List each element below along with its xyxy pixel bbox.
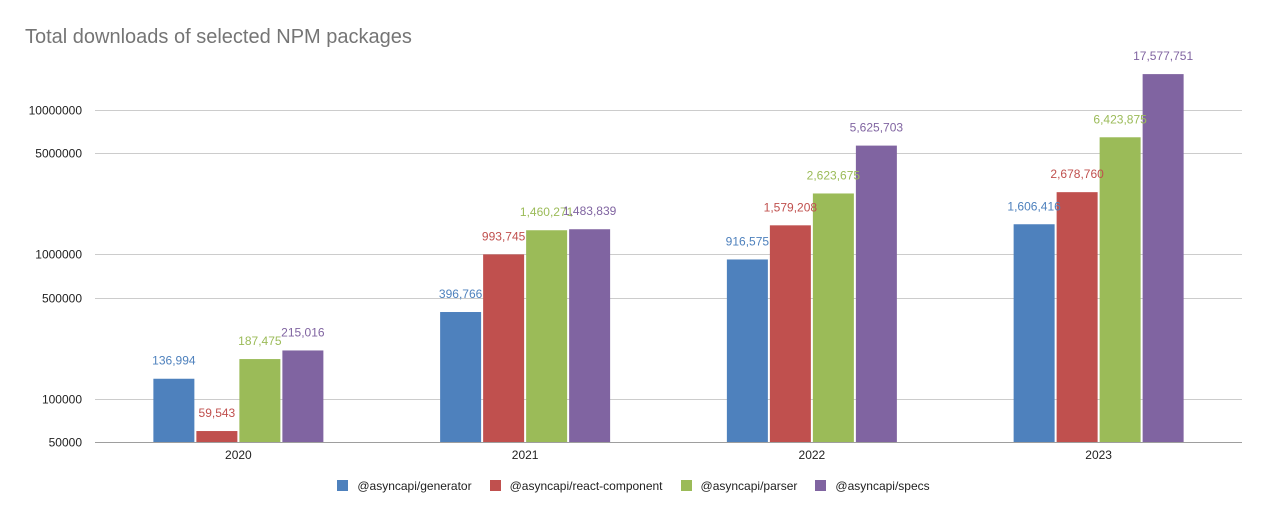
legend-item: @asyncapi/specs bbox=[815, 478, 930, 493]
y-tick-label: 10000000 bbox=[29, 104, 83, 118]
data-label: 5,625,703 bbox=[850, 121, 904, 135]
bar bbox=[196, 431, 238, 442]
y-tick-label: 50000 bbox=[49, 436, 83, 450]
bar bbox=[812, 193, 854, 442]
bar bbox=[569, 229, 611, 442]
data-label: 187,475 bbox=[238, 334, 282, 348]
legend: @asyncapi/generator @asyncapi/react-compo… bbox=[0, 478, 1267, 493]
legend-item: @asyncapi/react-component bbox=[489, 478, 663, 493]
bar bbox=[440, 312, 482, 442]
bar bbox=[526, 230, 568, 442]
bar bbox=[282, 350, 324, 442]
x-tick-label: 2020 bbox=[225, 448, 252, 462]
data-label: 136,994 bbox=[152, 354, 196, 368]
x-tick-label: 2021 bbox=[512, 448, 539, 462]
bar-chart: 500001000005000001000000500000010000000 … bbox=[29, 49, 1242, 462]
bar bbox=[769, 225, 811, 442]
x-tick-label: 2023 bbox=[1085, 448, 1112, 462]
legend-label: @asyncapi/generator bbox=[357, 478, 472, 493]
data-label: 396,766 bbox=[439, 287, 483, 301]
bar bbox=[1142, 74, 1184, 442]
bar bbox=[855, 145, 897, 442]
data-label: 993,745 bbox=[482, 229, 526, 243]
data-label: 1,460,271 bbox=[520, 205, 574, 219]
x-tick-label: 2022 bbox=[799, 448, 826, 462]
data-label: 59,543 bbox=[199, 406, 236, 420]
legend-label: @asyncapi/specs bbox=[835, 478, 930, 493]
bar bbox=[153, 378, 195, 442]
bars bbox=[153, 74, 1184, 443]
y-tick-label: 100000 bbox=[42, 393, 82, 407]
y-axis-tick-labels: 50000 100000 500000 1000000 5000000 10000000 bbox=[29, 104, 83, 450]
legend-label: @asyncapi/react-component bbox=[509, 478, 663, 493]
data-label: 215,016 bbox=[281, 325, 325, 339]
data-label: 17,577,751 bbox=[1133, 49, 1193, 63]
chart-title: Total downloads of selected NPM packages bbox=[25, 26, 412, 48]
data-label: 2,623,675 bbox=[807, 168, 861, 182]
legend-swatch bbox=[815, 479, 827, 491]
bar bbox=[239, 359, 281, 442]
data-label: 2,678,760 bbox=[1050, 167, 1104, 181]
bar bbox=[1013, 224, 1055, 442]
data-label: 1,483,839 bbox=[563, 204, 617, 218]
legend-swatch bbox=[680, 479, 692, 491]
y-tick-label: 5000000 bbox=[35, 147, 82, 161]
legend-swatch bbox=[489, 479, 501, 491]
y-tick-label: 500000 bbox=[42, 292, 82, 306]
bar bbox=[726, 259, 768, 442]
bar bbox=[1099, 137, 1141, 443]
x-axis-tick-labels: 2020 2021 2022 2023 bbox=[225, 448, 1112, 462]
y-tick-label: 1000000 bbox=[35, 248, 82, 262]
legend-item: @asyncapi/generator bbox=[337, 478, 472, 493]
data-label: 1,579,208 bbox=[764, 200, 818, 214]
legend-item: @asyncapi/parser bbox=[680, 478, 798, 493]
data-label: 916,575 bbox=[726, 234, 770, 248]
data-label: 6,423,875 bbox=[1093, 112, 1147, 126]
bar bbox=[483, 254, 525, 442]
bar bbox=[1056, 192, 1098, 442]
legend-swatch bbox=[337, 479, 349, 491]
data-label: 1,606,416 bbox=[1007, 199, 1061, 213]
legend-label: @asyncapi/parser bbox=[700, 478, 798, 493]
